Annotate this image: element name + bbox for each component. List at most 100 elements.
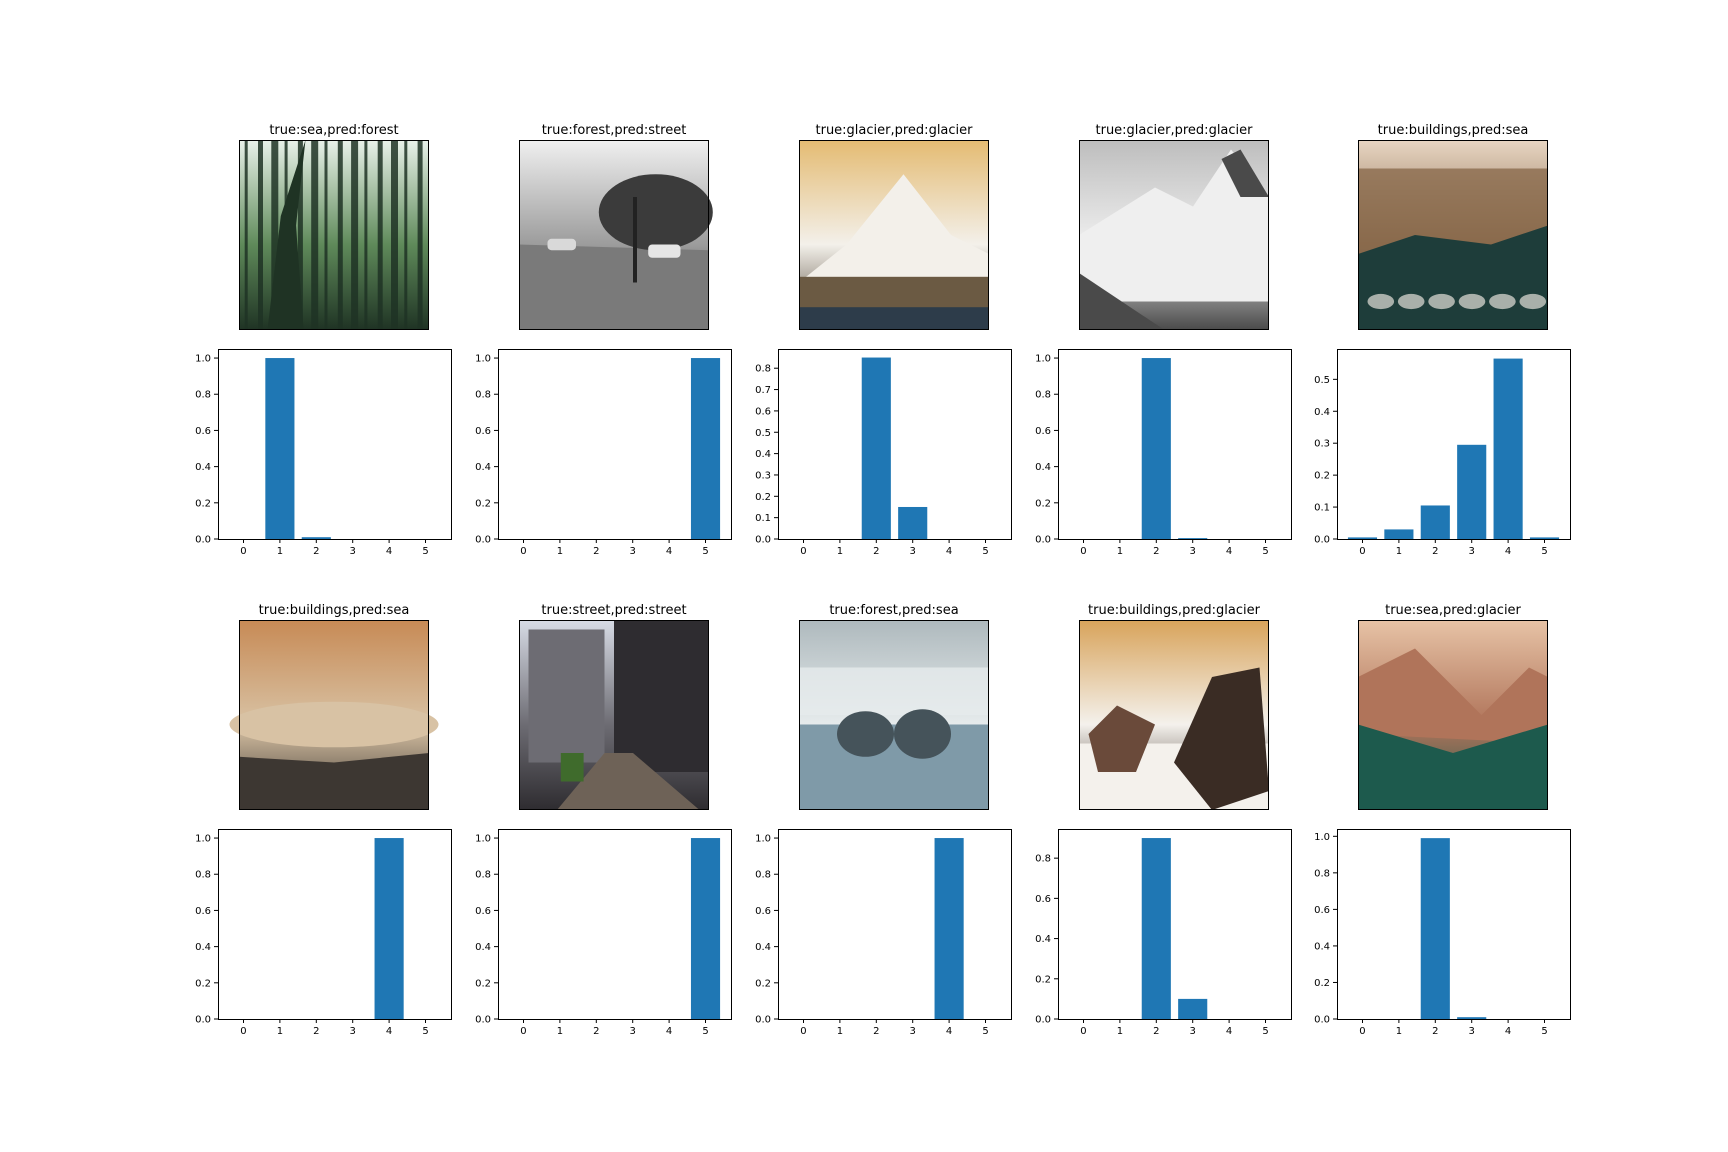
- x-tick-label: 3: [1469, 1026, 1475, 1037]
- bar: [1457, 1017, 1487, 1019]
- tree-trunk: [297, 140, 303, 330]
- x-tick-label: 2: [1432, 1026, 1438, 1037]
- x-tick-label: 0: [240, 546, 246, 557]
- seal: [837, 711, 894, 757]
- panel: true:sea,pred:forest 0 1 2 3 4 5 0.0 0.2 0.4 0.6 0.…: [195, 123, 452, 557]
- y-tick-label: 0.2: [195, 978, 211, 989]
- y-tick-label: 0.8: [475, 390, 491, 401]
- rock: [1088, 705, 1155, 772]
- panel-image: [229, 620, 439, 810]
- x-tick-label: 4: [946, 546, 952, 557]
- y-tick-label: 0.0: [475, 1015, 491, 1026]
- y-tick-label: 1.0: [195, 834, 211, 845]
- x-tick-label: 5: [1541, 1026, 1547, 1037]
- y-tick-label: 0.4: [1314, 941, 1330, 952]
- x-tick-label: 4: [1226, 546, 1232, 557]
- beach: [799, 724, 989, 810]
- bar: [1493, 358, 1523, 539]
- image-background: [239, 140, 429, 330]
- y-tick-label: 0.8: [1035, 390, 1051, 401]
- bar: [1457, 444, 1487, 539]
- tree-trunk: [267, 140, 306, 330]
- rocks: [239, 753, 429, 810]
- y-tick-label: 0.0: [755, 535, 771, 546]
- y-tick-label: 0.3: [1314, 439, 1330, 450]
- x-tick-label: 0: [800, 546, 806, 557]
- y-tick-label: 0.1: [1314, 503, 1330, 514]
- x-tick-label: 2: [313, 1026, 319, 1037]
- x-tick-label: 4: [666, 1026, 672, 1037]
- y-tick-label: 0.5: [1314, 375, 1330, 386]
- panel-image: [1079, 620, 1269, 810]
- y-tick-label: 0.0: [195, 1015, 211, 1026]
- tree-trunk: [311, 140, 319, 330]
- bar: [1141, 838, 1171, 1019]
- bar: [1420, 505, 1450, 539]
- bar-chart: 0 1 2 3 4 5 0.0 0.2 0.4 0.6 0.8 1.0: [755, 829, 1012, 1037]
- bar-chart: 0 1 2 3 4 5 0.0 0.1 0.2 0.3 0.4 0.5: [1314, 349, 1571, 557]
- image-frame: [1358, 620, 1548, 810]
- x-tick-label: 2: [593, 1026, 599, 1037]
- y-tick-label: 0.4: [195, 942, 211, 953]
- bar: [374, 838, 404, 1019]
- bar: [265, 358, 295, 539]
- x-tick-label: 2: [873, 1026, 879, 1037]
- tree-trunk: [404, 140, 408, 330]
- tree-trunk: [377, 140, 383, 330]
- y-tick-label: 0.8: [195, 390, 211, 401]
- y-tick-label: 0.2: [475, 498, 491, 509]
- boulder: [1367, 293, 1395, 310]
- chart-frame: [498, 349, 732, 540]
- x-tick-label: 0: [240, 1026, 246, 1037]
- x-tick-label: 5: [1262, 1026, 1268, 1037]
- y-tick-label: 1.0: [755, 834, 771, 845]
- x-tick-label: 0: [800, 1026, 806, 1037]
- bin: [560, 753, 584, 782]
- image-frame: [239, 620, 429, 810]
- y-tick-label: 0.2: [1314, 471, 1330, 482]
- x-tick-label: 5: [702, 546, 708, 557]
- x-tick-label: 1: [277, 1026, 283, 1037]
- x-tick-label: 1: [837, 1026, 843, 1037]
- image-frame: [1358, 140, 1548, 330]
- x-tick-label: 5: [1541, 546, 1547, 557]
- bar-chart: 0 1 2 3 4 5 0.0 0.2 0.4 0.6 0.8 1.0: [475, 349, 732, 557]
- y-tick-label: 0.7: [755, 385, 771, 396]
- y-tick-label: 0.4: [755, 449, 771, 460]
- boulder: [1489, 293, 1516, 310]
- y-tick-label: 0.1: [755, 513, 771, 524]
- x-tick-label: 4: [666, 546, 672, 557]
- x-tick-label: 5: [982, 546, 988, 557]
- y-tick-label: 0.0: [1314, 535, 1330, 546]
- tree-trunk: [417, 140, 423, 330]
- panel-title: true:glacier,pred:glacier: [816, 123, 974, 138]
- tree-trunk: [271, 140, 279, 330]
- y-tick-label: 0.8: [1314, 868, 1330, 879]
- panel-title: true:sea,pred:glacier: [1385, 603, 1521, 618]
- y-tick-label: 0.3: [755, 470, 771, 481]
- x-tick-label: 3: [630, 546, 636, 557]
- chart-frame: [1337, 349, 1571, 540]
- bar: [1347, 537, 1378, 539]
- car: [547, 238, 576, 251]
- chart-frame: [778, 349, 1012, 540]
- car: [648, 244, 681, 258]
- bar-chart: 0 1 2 3 4 5 0.0 0.2 0.4 0.6 0.8: [1035, 829, 1292, 1037]
- ground: [799, 307, 989, 330]
- y-tick-label: 0.2: [755, 978, 771, 989]
- y-tick-label: 0.0: [1314, 1015, 1330, 1026]
- x-tick-label: 0: [1359, 546, 1365, 557]
- boulder: [1397, 293, 1425, 310]
- bar: [690, 358, 721, 539]
- x-tick-label: 1: [1117, 1026, 1123, 1037]
- y-tick-label: 0.4: [475, 942, 491, 953]
- x-tick-label: 2: [313, 546, 319, 557]
- y-tick-label: 0.4: [475, 462, 491, 473]
- y-tick-label: 0.6: [755, 906, 771, 917]
- panel: true:forest,pred:street 0 1 2 3 4 5 0.0 0.2 0.4 0.…: [475, 123, 732, 557]
- x-tick-label: 5: [1262, 546, 1268, 557]
- y-tick-label: 0.8: [475, 870, 491, 881]
- panel: true:forest,pred:sea 0 1 2 3 4 5 0.0 0.2 0.4 0.6 0.…: [755, 603, 1012, 1037]
- y-tick-label: 0.4: [755, 942, 771, 953]
